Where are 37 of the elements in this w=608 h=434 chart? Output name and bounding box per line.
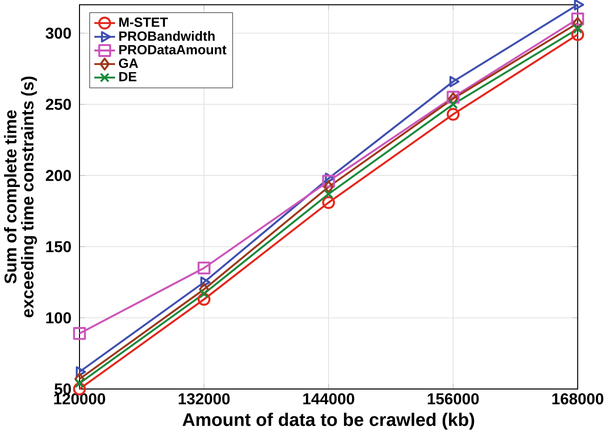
point bbox=[198, 293, 210, 306]
point bbox=[446, 108, 460, 121]
x-axis-title: Amount of data to be crawled (kb) bbox=[182, 412, 474, 430]
point bbox=[198, 262, 210, 275]
y-tick-label: 250 bbox=[46, 98, 71, 110]
point bbox=[324, 180, 334, 194]
point bbox=[199, 288, 209, 299]
point bbox=[324, 189, 334, 199]
point bbox=[76, 366, 86, 378]
point bbox=[448, 100, 458, 110]
legend-label: PRODataAmount bbox=[119, 45, 226, 55]
point bbox=[198, 283, 210, 296]
y-axis-title: Sum of complete time exceeding time constraints (s) bbox=[4, 76, 37, 318]
point bbox=[449, 76, 460, 88]
y-tick-label: 300 bbox=[46, 28, 71, 39]
y-tick-label: 100 bbox=[46, 312, 71, 324]
legend-label: DE bbox=[119, 72, 136, 82]
point bbox=[572, 24, 582, 34]
point bbox=[574, 0, 584, 11]
x-tick-label: 168000 bbox=[552, 393, 604, 405]
x-tick-label: 144000 bbox=[303, 393, 354, 405]
point bbox=[322, 196, 336, 210]
legend-label: GA bbox=[118, 58, 138, 68]
point bbox=[571, 12, 584, 26]
point bbox=[74, 372, 85, 386]
legend-label: PROBandwidth bbox=[119, 31, 215, 41]
x-tick-label: 132000 bbox=[178, 393, 230, 405]
point bbox=[74, 378, 84, 388]
y-tick-label: 200 bbox=[46, 170, 71, 182]
x-tick-label: 156000 bbox=[428, 393, 479, 405]
point bbox=[571, 28, 584, 42]
point bbox=[73, 327, 86, 340]
y-tick-label: 150 bbox=[46, 241, 71, 252]
point bbox=[200, 276, 210, 288]
x-tick-label: 120000 bbox=[54, 393, 106, 405]
point bbox=[322, 174, 336, 188]
legend-label: M-STET bbox=[119, 18, 168, 28]
